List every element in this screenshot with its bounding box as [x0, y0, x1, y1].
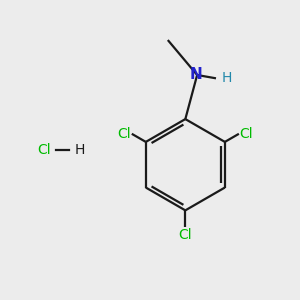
- Text: H: H: [221, 71, 232, 85]
- Text: N: N: [189, 68, 202, 82]
- Text: Cl: Cl: [239, 127, 253, 141]
- Text: H: H: [74, 143, 85, 157]
- Text: Cl: Cl: [37, 143, 50, 157]
- Text: Cl: Cl: [178, 228, 192, 242]
- Text: Cl: Cl: [118, 127, 131, 141]
